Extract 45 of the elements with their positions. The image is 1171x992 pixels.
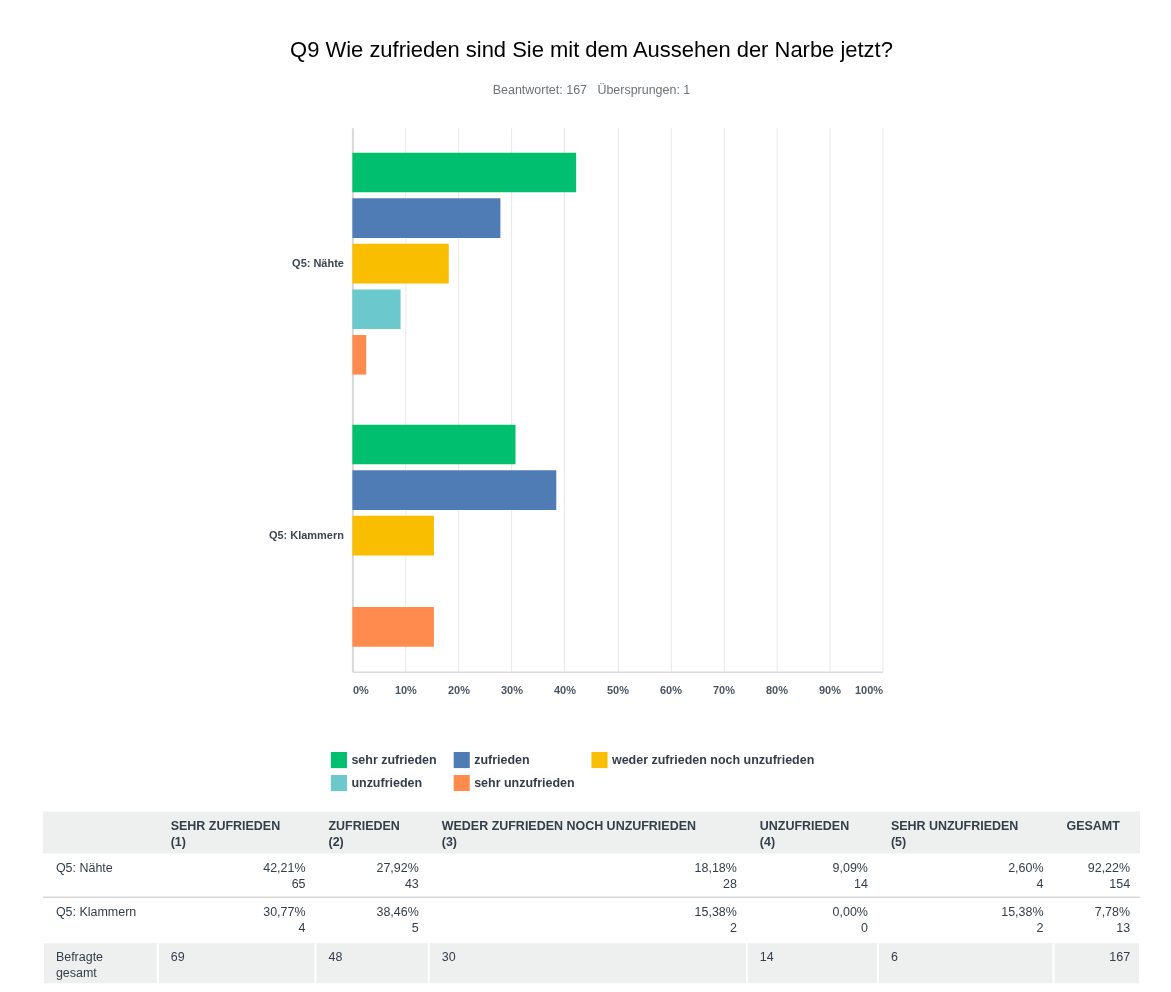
x-tick-label: 40%	[553, 684, 577, 697]
text: 42,21% 65	[263, 861, 306, 892]
text: SEHR UNZUFRIEDEN (5)	[890, 819, 1019, 850]
text: Befragte gesamt	[55, 950, 104, 981]
x-tick-label: 10%	[394, 684, 418, 697]
legend-label: sehr unzufrieden	[474, 776, 575, 790]
text: 167	[1109, 950, 1131, 965]
legend-label: weder zufrieden noch unzufrieden	[610, 753, 815, 768]
x-tick-label: 80%	[765, 684, 789, 697]
text: 92,22% 154	[1087, 861, 1131, 892]
x-tick-label: 100%	[854, 684, 884, 697]
text: 48	[328, 950, 343, 965]
text: 2,60% 4	[1008, 861, 1044, 892]
text: 7,78% 13	[1094, 905, 1131, 936]
x-tick-label: 0%	[352, 684, 369, 697]
text: ZUFRIEDEN (2)	[328, 819, 400, 850]
text: 27,92% 43	[376, 861, 419, 892]
text: 9,09% 14	[832, 861, 868, 892]
text: WEDER ZUFRIEDEN NOCH UNZUFRIEDEN (3)	[441, 819, 696, 850]
text: 30,77% 4	[263, 905, 306, 936]
x-tick-label: 30%	[500, 684, 524, 697]
category-label: Q5: Klammern	[55, 905, 137, 920]
category-label: Q5: Nähte	[55, 861, 113, 876]
text: 0,00% 0	[832, 905, 868, 936]
x-tick-label: 50%	[606, 684, 630, 697]
x-tick-label: 90%	[819, 684, 842, 697]
x-tick-label: 20%	[447, 684, 471, 697]
text: UNZUFRIEDEN (4)	[759, 819, 850, 850]
x-tick-label: 60%	[659, 684, 683, 697]
chart-title: Q9 Wie zufrieden sind Sie mit dem Aussehen der Narbe jetzt?	[290, 37, 893, 63]
text: GESAMT	[1066, 819, 1121, 834]
x-tick-label: 70%	[712, 684, 736, 697]
text: 14	[759, 950, 774, 965]
legend-label: sehr zufrieden	[351, 753, 437, 768]
text: 18,18% 28	[694, 861, 737, 892]
text: 38,46% 5	[376, 905, 419, 936]
text: 15,38% 2	[1001, 905, 1044, 936]
text: 15,38% 2	[694, 905, 737, 936]
text: 30	[441, 950, 456, 965]
legend-label: zufrieden	[474, 753, 530, 768]
chart-subtitle: Beantwortet: 167 Übersprungen: 1	[492, 83, 691, 98]
text: 69	[170, 950, 185, 965]
text: SEHR ZUFRIEDEN (1)	[170, 819, 281, 850]
legend-label: unzufrieden	[351, 776, 423, 790]
text: 6	[890, 950, 898, 965]
